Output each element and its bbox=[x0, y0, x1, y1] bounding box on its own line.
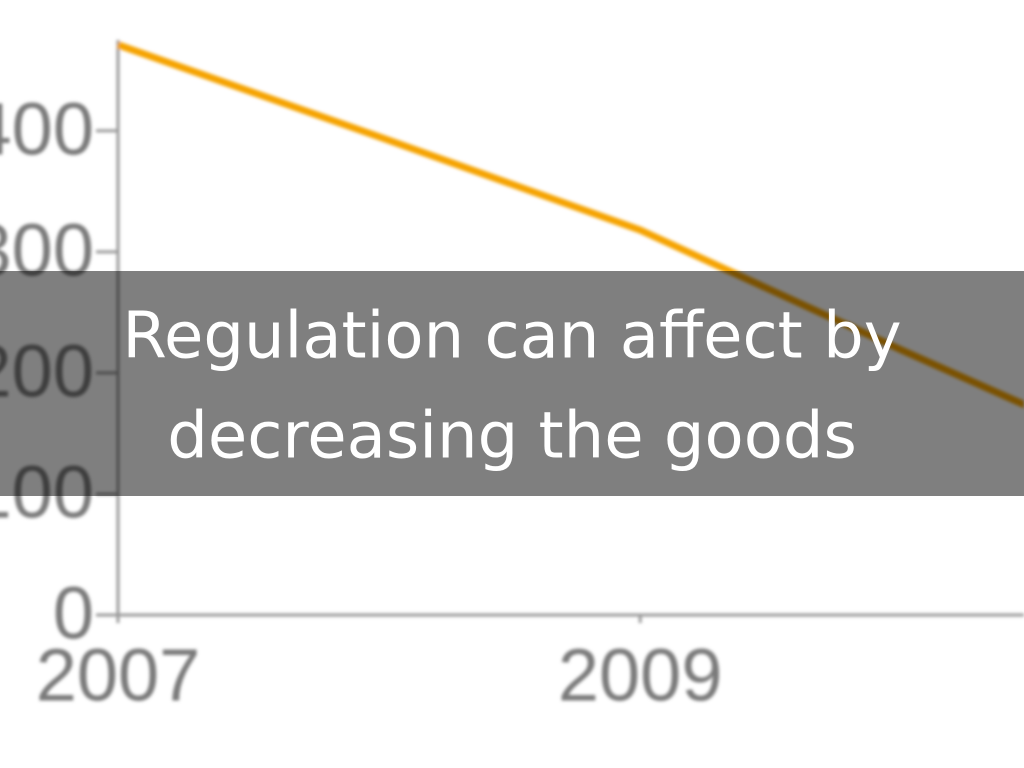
caption: Regulation can affect by decreasing the … bbox=[122, 300, 901, 474]
y-tick-label: 400 bbox=[0, 87, 94, 170]
x-tick-label: 2009 bbox=[558, 634, 723, 717]
caption-line: decreasing the goods bbox=[167, 400, 857, 474]
y-tick-label: 0 bbox=[53, 572, 94, 655]
caption-band bbox=[0, 271, 1024, 496]
x-tick-label: 2007 bbox=[36, 634, 201, 717]
caption-line: Regulation can affect by bbox=[122, 300, 901, 374]
